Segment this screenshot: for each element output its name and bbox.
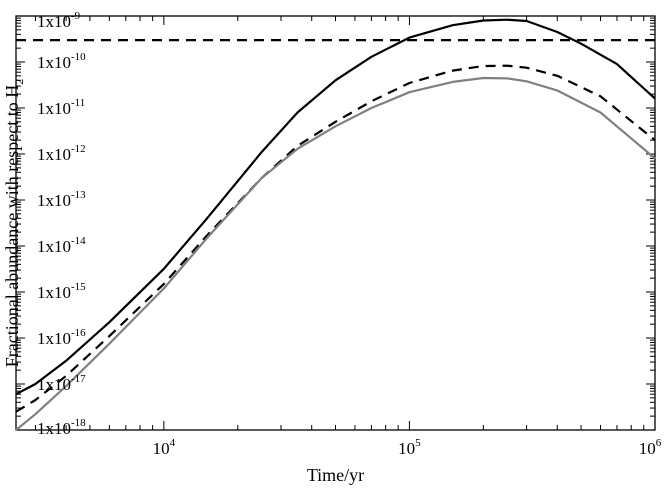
series-line-2 bbox=[15, 64, 656, 413]
y-tick-label: 1x10-15 bbox=[37, 281, 86, 302]
plot-frame bbox=[15, 15, 656, 431]
y-tick-label: 1x10-13 bbox=[37, 189, 86, 210]
y-tick-label: 1x10-18 bbox=[37, 417, 86, 438]
y-tick-label: 1x10-10 bbox=[37, 51, 86, 72]
y-tick-exponent: -11 bbox=[71, 97, 85, 109]
x-tick-base: 10 bbox=[639, 439, 656, 458]
y-axis-title: Fractional abundance with respect to H2 bbox=[2, 79, 26, 367]
y-tick-exponent: -9 bbox=[71, 10, 81, 22]
y-tick-exponent: -18 bbox=[71, 417, 86, 429]
y-tick-base: 1x10 bbox=[37, 191, 71, 210]
x-tick-base: 10 bbox=[398, 439, 415, 458]
y-tick-base: 1x10 bbox=[37, 237, 71, 256]
y-tick-base: 1x10 bbox=[37, 329, 71, 348]
y-tick-exponent: -14 bbox=[71, 235, 86, 247]
y-tick-exponent: -12 bbox=[71, 143, 86, 155]
x-tick-exponent: 4 bbox=[170, 437, 176, 449]
y-tick-base: 1x10 bbox=[37, 419, 71, 438]
y-tick-exponent: -16 bbox=[71, 327, 86, 339]
y-axis-title-subscript: 2 bbox=[12, 79, 26, 85]
y-axis-title-main: Fractional abundance with respect to H bbox=[2, 85, 22, 367]
y-tick-label: 1x10-9 bbox=[37, 10, 81, 31]
y-tick-exponent: -13 bbox=[71, 189, 86, 201]
x-tick-exponent: 6 bbox=[656, 437, 662, 449]
y-tick-exponent: -17 bbox=[71, 373, 86, 385]
y-tick-base: 1x10 bbox=[37, 53, 71, 72]
series-line-1 bbox=[15, 18, 656, 396]
series-line-3 bbox=[15, 76, 656, 431]
x-axis-title: Time/yr bbox=[307, 465, 364, 485]
y-tick-base: 1x10 bbox=[37, 375, 71, 394]
y-tick-exponent: -15 bbox=[71, 281, 86, 293]
y-tick-label: 1x10-11 bbox=[37, 97, 85, 118]
y-tick-label: 1x10-12 bbox=[37, 143, 86, 164]
x-tick-label: 104 bbox=[153, 437, 176, 458]
tick-labels: 104 105 1061x10-91x10-101x10-111x10-121x10… bbox=[37, 10, 662, 458]
x-tick-label: 106 bbox=[639, 437, 662, 458]
y-tick-label: 1x10-14 bbox=[37, 235, 86, 256]
y-tick-base: 1x10 bbox=[37, 283, 71, 302]
y-tick-base: 1x10 bbox=[37, 145, 71, 164]
y-tick-base: 1x10 bbox=[37, 99, 71, 118]
x-tick-exponent: 5 bbox=[415, 437, 421, 449]
y-tick-exponent: -10 bbox=[71, 51, 86, 63]
axis-ticks bbox=[16, 15, 656, 431]
y-tick-label: 1x10-16 bbox=[37, 327, 86, 348]
x-tick-label: 105 bbox=[398, 437, 421, 458]
x-tick-base: 10 bbox=[153, 439, 170, 458]
y-tick-label: 1x10-17 bbox=[37, 373, 86, 394]
series-layer bbox=[15, 18, 656, 431]
y-tick-base: 1x10 bbox=[37, 12, 71, 31]
